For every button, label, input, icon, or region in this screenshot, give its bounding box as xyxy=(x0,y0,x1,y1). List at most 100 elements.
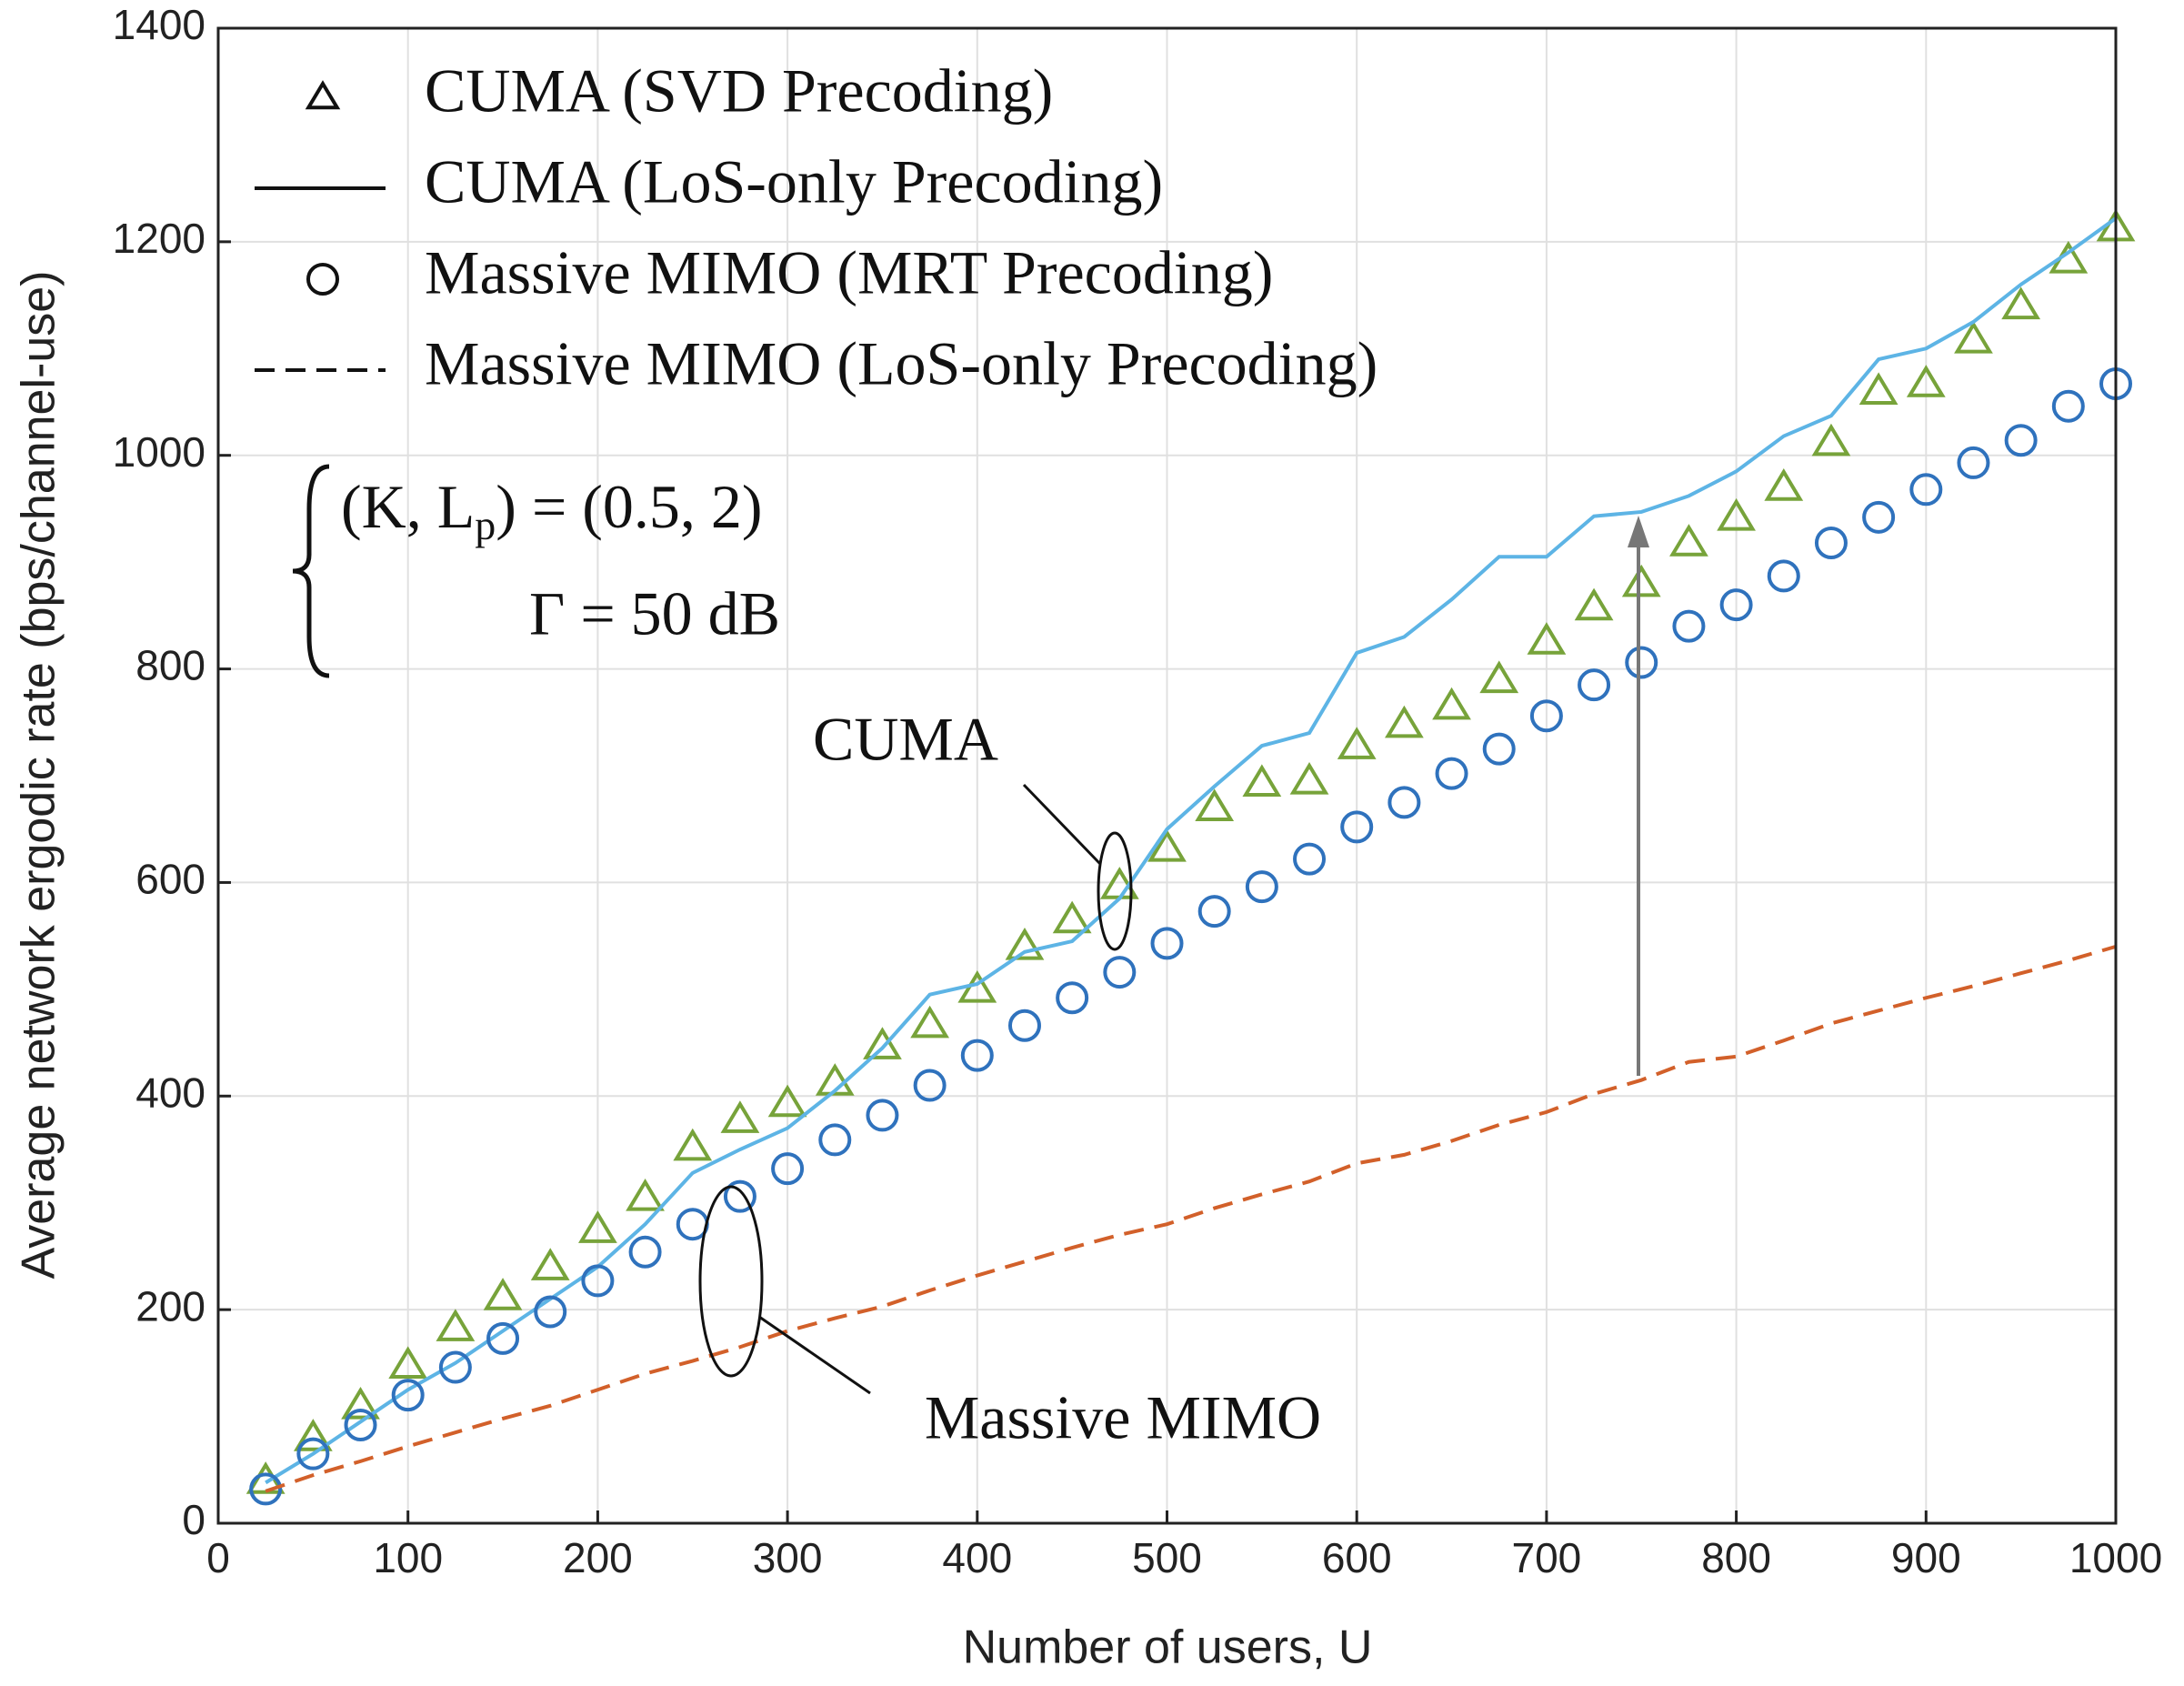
circle-marker xyxy=(1197,895,1231,928)
circle-marker xyxy=(1814,527,1848,560)
triangle-marker xyxy=(1717,497,1756,531)
triangle-marker xyxy=(1242,764,1282,797)
triangle-marker xyxy=(483,1278,523,1310)
plot xyxy=(245,208,2136,1506)
y-tick-label: 800 xyxy=(135,642,205,689)
x-tick-label: 500 xyxy=(1132,1534,1202,1581)
circle-marker xyxy=(1909,473,1943,507)
x-tick-label: 100 xyxy=(373,1534,443,1581)
circle-marker xyxy=(1862,500,1896,534)
circle-marker xyxy=(1625,646,1658,679)
triangle-marker xyxy=(530,1248,570,1280)
legend: CUMA (SVD Precoding) CUMA (LoS-only Preco… xyxy=(255,56,1378,398)
x-tick-label: 1000 xyxy=(2069,1534,2162,1581)
circle-marker xyxy=(628,1235,662,1269)
equation-sub: p xyxy=(475,502,496,548)
x-tick-label: 0 xyxy=(206,1534,230,1581)
legend-label: CUMA (SVD Precoding) xyxy=(425,56,1053,125)
x-tick-label: 900 xyxy=(1891,1534,1961,1581)
triangle-marker xyxy=(767,1084,807,1118)
circle-marker xyxy=(438,1350,472,1384)
y-axis-label: Average network ergodic rate (bps/channe… xyxy=(13,271,65,1280)
triangle-marker xyxy=(436,1309,476,1341)
x-tick-label: 400 xyxy=(942,1534,1012,1581)
triangle-marker xyxy=(305,80,341,110)
circle-marker xyxy=(2004,424,2038,457)
circle-marker xyxy=(723,1179,756,1213)
triangle-marker xyxy=(1669,524,1708,557)
equation: Γ = 50 dB xyxy=(529,579,780,648)
circle-marker xyxy=(1767,559,1800,593)
triangle-marker xyxy=(388,1346,428,1379)
triangle-marker xyxy=(910,1005,950,1039)
x-axis-label: Number of users, U xyxy=(963,1621,1373,1674)
circle-marker xyxy=(1957,446,1990,479)
circle-marker xyxy=(1245,870,1278,904)
triangle-marker xyxy=(1052,900,1092,934)
annotation: Massive MIMO xyxy=(925,1383,1321,1452)
circle-marker xyxy=(1007,1009,1041,1042)
leader xyxy=(1022,783,1102,866)
y-tick-label: 0 xyxy=(182,1496,205,1543)
triangle-marker xyxy=(1858,372,1898,406)
y-tick-label: 1000 xyxy=(113,428,205,476)
triangle-marker xyxy=(1479,660,1519,694)
circle-marker xyxy=(818,1123,852,1157)
circle-marker xyxy=(1103,956,1137,989)
triangle-marker xyxy=(1147,828,1187,862)
circle-marker xyxy=(391,1379,425,1412)
circle-marker xyxy=(1388,786,1421,819)
circle-marker xyxy=(1293,842,1327,876)
triangle-marker xyxy=(1384,705,1424,738)
triangle-marker xyxy=(1337,727,1377,759)
triangle-marker xyxy=(1574,587,1614,621)
brace xyxy=(292,464,330,678)
y-tick-label: 1400 xyxy=(113,1,205,48)
triangle-marker xyxy=(1621,564,1661,597)
triangle-marker xyxy=(1005,927,1045,960)
triangle-marker xyxy=(578,1210,617,1243)
equation: (K, Lp) = (0.5, 2) xyxy=(341,472,763,548)
circle-marker xyxy=(913,1069,947,1102)
triangle-marker xyxy=(1764,468,1804,501)
triangle-marker xyxy=(1527,622,1567,655)
triangle-marker xyxy=(1289,761,1329,795)
leader xyxy=(758,1315,871,1395)
arrow-head xyxy=(1628,516,1649,547)
circle-marker xyxy=(866,1099,899,1132)
legend-label: Massive MIMO (MRT Precoding) xyxy=(425,238,1273,307)
triangle-marker xyxy=(341,1386,380,1420)
triangle-marker xyxy=(720,1100,760,1133)
triangle-marker xyxy=(1906,365,1946,397)
circle-marker xyxy=(1435,757,1468,790)
x-tick-label: 300 xyxy=(753,1534,823,1581)
circle-marker xyxy=(1529,699,1563,733)
triangle-marker xyxy=(293,1419,333,1451)
circle-marker xyxy=(249,1472,283,1506)
legend-label: CUMA (LoS-only Precoding) xyxy=(425,147,1163,216)
circle-marker xyxy=(1719,588,1753,622)
y-tick-label: 200 xyxy=(135,1282,205,1330)
circle-marker xyxy=(771,1152,805,1186)
x-tick-label: 800 xyxy=(1701,1534,1771,1581)
triangle-marker xyxy=(1195,788,1235,821)
triangle-marker xyxy=(1954,321,1993,354)
triangle-marker xyxy=(2001,286,2041,320)
circle-marker xyxy=(344,1408,377,1441)
equation-part: ) = (0.5, 2) xyxy=(496,472,762,541)
triangle-marker xyxy=(815,1063,855,1096)
ellipse xyxy=(1097,831,1133,951)
equation-part: (K, L xyxy=(341,472,475,541)
circle-marker xyxy=(486,1321,520,1355)
circle-marker xyxy=(1672,609,1706,643)
triangle-marker xyxy=(673,1128,713,1161)
circle-marker xyxy=(1340,810,1374,844)
triangle-marker xyxy=(626,1178,665,1211)
circle-marker xyxy=(581,1264,615,1298)
ellipse xyxy=(698,1185,764,1378)
legend-label: Massive MIMO (LoS-only Precoding) xyxy=(425,329,1378,398)
x-tick-label: 200 xyxy=(563,1534,633,1581)
circle-marker xyxy=(1578,668,1611,702)
